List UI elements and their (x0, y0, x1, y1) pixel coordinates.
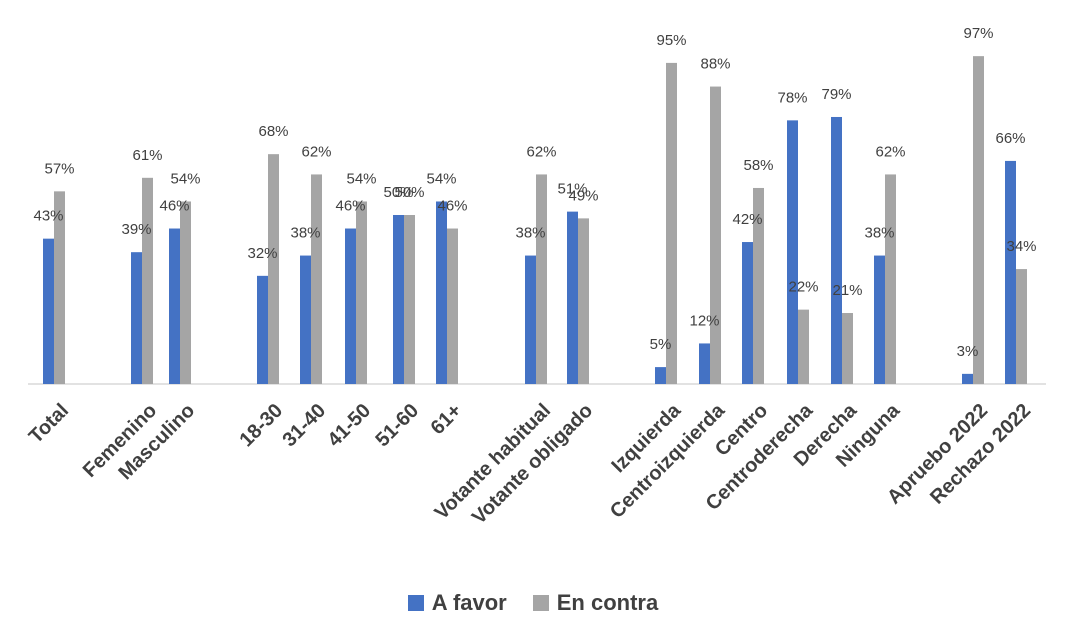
bar-a-favor-61 (436, 201, 447, 384)
bars-layer (43, 56, 1027, 385)
data-label-en-contra-41-50: 54% (346, 170, 376, 187)
bar-a-favor-centro (742, 242, 753, 384)
data-label-a-favor-apruebo-2022: 3% (957, 343, 979, 360)
bar-en-contra-izquierda (666, 62, 677, 385)
data-label-a-favor-votante-obligado: 51% (557, 181, 587, 198)
data-label-en-contra-masculino: 54% (170, 170, 200, 187)
data-label-en-contra-votante-obligado: 49% (568, 187, 598, 204)
legend: A favor En contra (0, 590, 1066, 616)
bar-en-contra-femenino (142, 177, 153, 384)
legend-item-a-favor: A favor (407, 590, 507, 616)
data-label-en-contra-apruebo-2022: 97% (963, 25, 993, 42)
data-label-a-favor-femenino: 39% (121, 221, 151, 238)
bar-a-favor-femenino (131, 252, 142, 384)
bar-en-contra-61 (447, 228, 458, 384)
data-label-a-favor-centro: 42% (732, 211, 762, 228)
data-label-en-contra-femenino: 61% (132, 147, 162, 164)
data-label-a-favor-31-40: 38% (290, 225, 320, 242)
bar-en-contra-votante-habitual (536, 174, 547, 384)
bar-en-contra-centro (753, 187, 764, 384)
data-label-en-contra-ninguna: 62% (875, 143, 905, 160)
bar-a-favor-izquierda (655, 367, 666, 384)
bar-en-contra-51-60 (404, 215, 415, 384)
bar-en-contra-derecha (842, 313, 853, 384)
bar-a-favor-total (43, 238, 54, 384)
data-label-a-favor-derecha: 79% (821, 86, 851, 103)
bar-en-contra-masculino (180, 201, 191, 384)
category-label-61: 61+ (427, 400, 467, 440)
bar-a-favor-31-40 (300, 255, 311, 384)
data-label-a-favor-41-50: 46% (335, 198, 365, 215)
data-label-a-favor-61: 54% (426, 170, 456, 187)
data-label-en-contra-derecha: 21% (832, 282, 862, 299)
data-label-en-contra-18-30: 68% (258, 123, 288, 140)
bar-en-contra-rechazo-2022 (1016, 269, 1027, 384)
bar-en-contra-31-40 (311, 174, 322, 384)
legend-label-en-contra: En contra (556, 590, 659, 615)
bar-en-contra-centroderecha (798, 309, 809, 384)
data-label-a-favor-izquierda: 5% (650, 336, 672, 353)
bar-en-contra-ninguna (885, 174, 896, 384)
bar-a-favor-votante-habitual (525, 255, 536, 384)
data-label-a-favor-51-60: 50% (383, 184, 413, 201)
bar-en-contra-total (54, 191, 65, 384)
data-label-en-contra-31-40: 62% (301, 143, 331, 160)
data-label-a-favor-votante-habitual: 38% (515, 225, 545, 242)
legend-label-a-favor: A favor (431, 590, 507, 615)
bar-en-contra-centroizquierda (710, 86, 721, 384)
bar-a-favor-51-60 (393, 215, 404, 384)
bar-a-favor-masculino (169, 228, 180, 384)
category-label-31-40: 31-40 (278, 400, 330, 452)
bar-en-contra-apruebo-2022 (973, 56, 984, 384)
bar-a-favor-41-50 (345, 228, 356, 384)
legend-item-en-contra: En contra (532, 590, 659, 616)
data-label-en-contra-61: 46% (437, 198, 467, 215)
data-label-a-favor-rechazo-2022: 66% (995, 130, 1025, 147)
bar-a-favor-apruebo-2022 (962, 373, 973, 384)
bar-a-favor-centroderecha (787, 120, 798, 385)
category-label-51-60: 51-60 (371, 400, 423, 452)
grouped-bar-chart: 43%57%39%61%46%54%32%68%38%62%46%54%50%5… (25, 25, 1046, 529)
data-label-a-favor-masculino: 46% (159, 198, 189, 215)
category-label-18-30: 18-30 (235, 400, 287, 452)
bar-a-favor-centroizquierda (699, 343, 710, 384)
bar-a-favor-votante-obligado (567, 211, 578, 384)
category-label-total: Total (25, 400, 73, 448)
data-label-a-favor-18-30: 32% (247, 245, 277, 262)
data-label-a-favor-centroizquierda: 12% (689, 312, 719, 329)
bar-en-contra-18-30 (268, 154, 279, 384)
legend-swatch-en-contra (532, 595, 549, 611)
bar-a-favor-derecha (831, 116, 842, 384)
data-label-en-contra-51-60: 50% (394, 184, 424, 201)
bar-a-favor-18-30 (257, 275, 268, 384)
data-label-a-favor-centroderecha: 78% (777, 89, 807, 106)
bar-en-contra-votante-obligado (578, 218, 589, 384)
data-label-en-contra-total: 57% (44, 160, 74, 177)
bar-en-contra-41-50 (356, 201, 367, 384)
data-label-en-contra-votante-habitual: 62% (526, 143, 556, 160)
category-label-41-50: 41-50 (323, 400, 375, 452)
data-label-en-contra-centroderecha: 22% (788, 279, 818, 296)
data-label-en-contra-izquierda: 95% (656, 32, 686, 49)
data-label-en-contra-rechazo-2022: 34% (1006, 238, 1036, 255)
bar-a-favor-rechazo-2022 (1005, 160, 1016, 384)
data-label-a-favor-ninguna: 38% (864, 225, 894, 242)
data-labels-layer: 43%57%39%61%46%54%32%68%38%62%46%54%50%5… (33, 25, 1036, 360)
data-label-en-contra-centro: 58% (743, 157, 773, 174)
legend-swatch-a-favor (407, 595, 424, 611)
data-label-en-contra-centroizquierda: 88% (700, 56, 730, 73)
bar-a-favor-ninguna (874, 255, 885, 384)
data-label-a-favor-total: 43% (33, 208, 63, 225)
